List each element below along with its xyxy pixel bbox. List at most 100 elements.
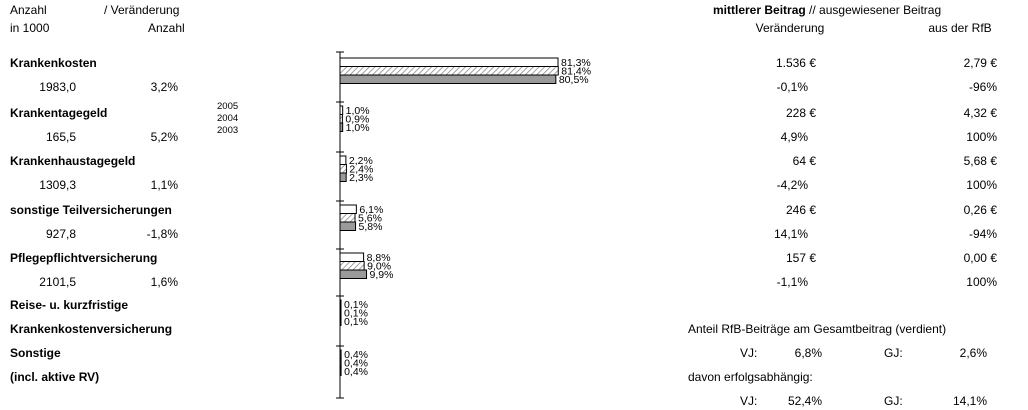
avg-premium-change: 14,1% [773,227,808,241]
category-change: 1,6% [150,275,178,289]
category-change: 3,2% [150,80,178,94]
category-name: Pflegepflichtversicherung [10,251,158,265]
category-count: 927,8 [45,227,76,241]
bar-2003 [339,366,342,376]
bar-2004 [339,358,342,368]
bar-2005 [339,155,347,165]
bar-label-2005: 8,8% [367,252,391,264]
rfb-premium-change: -94% [968,227,997,241]
bar-label-2004: 5,6% [358,213,382,225]
bar-label-2005: 81,3% [561,57,591,69]
category-count: 1983,0 [39,80,76,94]
avg-premium: 228 € [785,106,816,120]
bar-label-2005: 1,0% [346,105,370,117]
avg-premium: 246 € [785,203,816,217]
bar-2003 [339,221,357,231]
legend-year-2005: 2005 [217,101,239,112]
bar-2004 [339,261,365,271]
bar-label-2003: 2,3% [349,172,373,184]
bar-label-2004: 0,9% [345,114,369,126]
header-count-unit-label: Anzahl [148,21,185,35]
bar-label-2005: 2,2% [349,155,373,167]
header-unit-label: in 1000 [10,21,50,35]
bar-label-2005: 0,1% [344,299,368,311]
bar-label-2003: 0,1% [344,316,368,328]
vj-value: 6,8% [794,346,822,360]
gj-label-2: GJ: [884,394,903,408]
category-count: 1309,3 [39,178,76,192]
category-count: 165,5 [45,130,76,144]
header-avg-change-label: Veränderung [755,21,825,35]
category-name-line1: Reise- u. kurzfristige [10,298,129,312]
legend-year-2004: 2004 [217,113,239,124]
bar-label-2004: 81,4% [561,66,591,78]
bar-2005 [339,57,559,67]
bar-label-2004: 9,0% [367,261,391,273]
rfb-share-label: Anteil RfB-Beiträge am Gesamtbeitrag (ve… [688,322,947,336]
avg-premium: 1.536 € [775,56,816,70]
header-right-title: mittlerer Beitrag // ausgewiesener Beitr… [713,3,941,17]
bar-2003 [339,269,368,279]
rfb-premium-change: 100% [966,130,997,144]
bar-2005 [339,204,357,214]
category-name: Krankenkosten [10,56,97,70]
bar-2003 [339,122,344,132]
avg-premium: 157 € [785,251,816,265]
gj-value: 2,6% [959,346,987,360]
category-name-line2: (incl. aktive RV) [10,370,100,384]
rfb-premium-change: -96% [968,80,997,94]
header-avg-title: mittlerer Beitrag [713,3,806,17]
rfb-premium: 0,26 € [963,203,997,217]
category-name-line2: Krankenkostenversicherung [10,322,173,336]
category-name: sonstige Teilversicherungen [10,203,172,217]
avg-premium-change: 4,9% [780,130,808,144]
bar-label-2005: 6,1% [359,204,383,216]
bar-2004 [339,114,343,124]
bar-2003 [339,74,557,84]
bar-2005 [339,349,342,359]
bar-label-2003: 80,5% [559,74,589,86]
avg-premium: 64 € [792,154,816,168]
avg-premium-change: -0,1% [776,80,808,94]
header-rfb-label: aus der RfB [928,21,992,35]
bar-label-2005: 0,4% [344,349,368,361]
bar-label-2003: 1,0% [346,122,370,134]
header-change-label: / Veränderung [104,3,180,17]
bar-2005 [339,105,344,115]
vj-label-2: VJ: [740,394,758,408]
rfb-premium: 2,79 € [963,56,997,70]
legend-year-2003: 2003 [217,125,239,136]
category-name: Krankentagegeld [10,106,108,120]
bar-2004 [339,164,347,174]
bar-2003 [339,316,342,326]
bar-label-2003: 0,4% [344,366,368,378]
category-change: 5,2% [150,130,178,144]
bar-2004 [339,308,342,318]
avg-premium-change: -4,2% [776,178,808,192]
bar-2004 [339,213,356,223]
header-rfb-title: // ausgewiesener Beitrag [809,3,942,17]
bar-label-2003: 9,9% [370,269,394,281]
category-name: Krankenhaustagegeld [10,154,136,168]
bar-label-2004: 0,1% [344,308,368,320]
gj-value-2: 14,1% [952,394,987,408]
vj-label: VJ: [740,346,758,360]
bar-2004 [339,66,559,76]
rfb-premium: 4,32 € [963,106,997,120]
category-count: 2101,5 [39,275,76,289]
bar-label-2003: 5,8% [359,221,383,233]
category-change: -1,8% [146,227,178,241]
vj-value-2: 52,4% [787,394,822,408]
bar-label-2004: 2,4% [349,164,373,176]
bar-label-2004: 0,4% [344,358,368,370]
bar-2003 [339,172,347,182]
avg-premium-change: -1,1% [776,275,808,289]
bar-2005 [339,299,342,309]
header-count-label: Anzahl [10,3,47,17]
rfb-premium-change: 100% [966,275,997,289]
rfb-premium: 0,00 € [963,251,997,265]
category-name-line1: Sonstige [10,346,61,360]
rfb-premium-change: 100% [966,178,997,192]
gj-label: GJ: [884,346,903,360]
